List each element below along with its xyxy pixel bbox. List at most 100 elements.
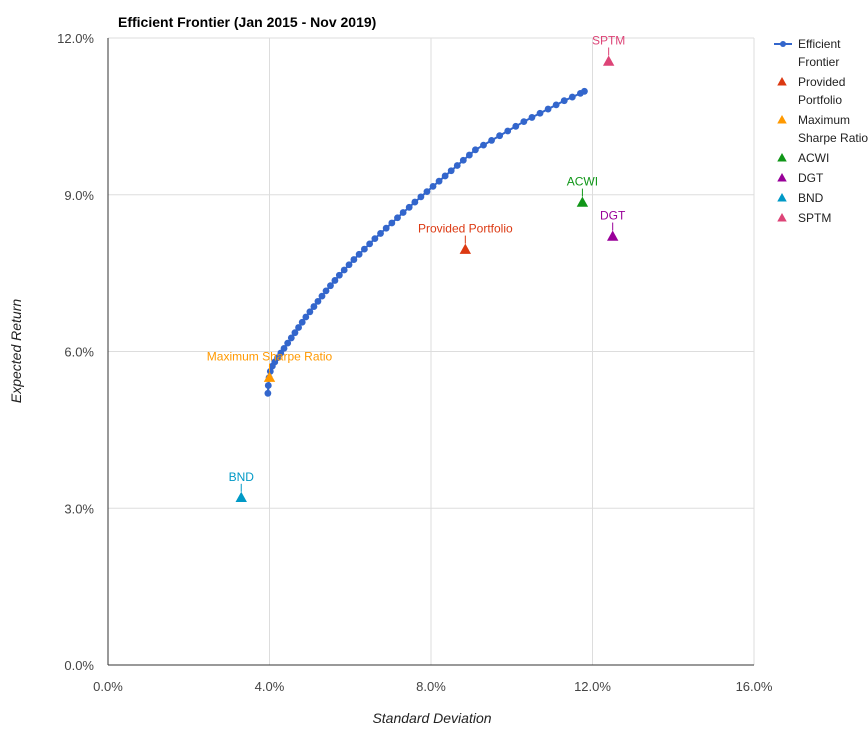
frontier-point [314, 297, 322, 305]
frontier-line [266, 90, 585, 394]
legend-label: Portfolio [798, 93, 842, 107]
frontier-point [350, 256, 358, 263]
legend-label: ACWI [798, 151, 829, 165]
y-tick-label: 6.0% [64, 345, 94, 360]
frontier-point [327, 282, 334, 290]
frontier-point [284, 339, 292, 347]
frontier-point [266, 367, 274, 375]
efficient-frontier-series [264, 87, 588, 397]
y-tick-label: 9.0% [64, 188, 94, 203]
frontier-point [536, 109, 544, 117]
point-maximum-sharpe-ratio [263, 371, 276, 382]
point-label-dgt: DGT [600, 209, 626, 223]
frontier-point [520, 118, 528, 125]
frontier-point [459, 156, 467, 164]
chart-title: Efficient Frontier (Jan 2015 - Nov 2019) [118, 14, 376, 30]
legend-swatch-acwi [777, 153, 787, 162]
frontier-point [488, 137, 495, 144]
legend-swatch-bnd [777, 193, 787, 202]
legend-label: Maximum [798, 113, 850, 127]
y-axis-title: Expected Return [8, 299, 24, 403]
legend-swatch-maximum-sharpe-ratio [777, 115, 787, 124]
frontier-point [371, 235, 379, 243]
legend-swatch-sptm [777, 213, 787, 222]
frontier-point [306, 308, 314, 316]
point-bnd [235, 491, 247, 502]
frontier-point [429, 182, 437, 190]
legend: Efficient Frontier Provided Portfolio Maximu… [774, 37, 868, 225]
frontier-point [310, 303, 318, 310]
legend-label: Sharpe Ratio [798, 131, 868, 145]
frontier-point [411, 198, 419, 206]
frontier-point [512, 122, 520, 130]
x-tick-label: 4.0% [255, 679, 285, 694]
frontier-point [423, 188, 431, 196]
frontier-point [340, 266, 348, 274]
point-label-acwi: ACWI [567, 175, 598, 189]
frontier-point [302, 313, 310, 321]
legend-label: Frontier [798, 55, 839, 69]
frontier-point [453, 162, 461, 169]
frontier-point [366, 240, 374, 248]
frontier-point [405, 203, 413, 211]
x-tick-label: 0.0% [93, 679, 123, 694]
frontier-point [360, 245, 368, 253]
axes: 0.0% 4.0% 8.0% 12.0% 16.0% 0.0% 3.0% 6.0% 9.0% 12… [57, 31, 773, 694]
frontier-point [291, 329, 299, 337]
legend-label: SPTM [798, 211, 831, 225]
frontier-point [504, 127, 512, 135]
point-acwi [576, 196, 589, 207]
frontier-point [264, 382, 272, 389]
frontier-point [295, 324, 302, 331]
frontier-point [581, 87, 588, 95]
y-tick-label: 0.0% [64, 658, 94, 673]
frontier-point [435, 177, 443, 185]
legend-swatch-dgt [777, 173, 787, 182]
frontier-point [382, 224, 390, 232]
frontier-point [465, 151, 473, 159]
point-label-bnd: BND [229, 470, 255, 484]
frontier-point [287, 334, 295, 342]
frontier-point [544, 105, 552, 113]
grid-lines [107, 37, 755, 666]
frontier-point [480, 141, 487, 149]
frontier-point [496, 132, 504, 140]
frontier-point [280, 344, 288, 352]
legend-swatch-frontier-dot [780, 41, 786, 47]
frontier-point [331, 277, 339, 284]
x-tick-label: 8.0% [416, 679, 446, 694]
legend-label: BND [798, 191, 824, 205]
frontier-point [528, 114, 536, 121]
y-tick-label: 3.0% [64, 501, 94, 516]
legend-label: Provided [798, 75, 845, 89]
frontier-point [318, 292, 326, 300]
legend-label: DGT [798, 171, 824, 185]
frontier-point [552, 101, 560, 109]
frontier-point [472, 146, 479, 154]
point-label-maximum-sharpe-ratio: Maximum Sharpe Ratio [207, 350, 333, 364]
frontier-point [355, 250, 363, 258]
legend-swatch-provided-portfolio [777, 77, 787, 86]
point-sptm [602, 55, 615, 66]
frontier-point [345, 261, 353, 269]
y-tick-label: 12.0% [57, 31, 94, 46]
frontier-point [560, 97, 568, 105]
frontier-point [335, 271, 343, 279]
frontier-point [394, 214, 401, 222]
frontier-point [264, 389, 272, 397]
frontier-point [399, 209, 407, 216]
legend-label: Efficient [798, 37, 841, 51]
frontier-point [441, 172, 449, 180]
point-label-sptm: SPTM [592, 34, 625, 48]
x-tick-label: 12.0% [574, 679, 611, 694]
frontier-point [417, 193, 425, 201]
portfolio-points: Provided Portfolio Maximum Sharpe Ratio AC… [207, 34, 626, 502]
point-label-provided-portfolio: Provided Portfolio [418, 222, 513, 236]
frontier-point [388, 219, 396, 227]
point-provided-portfolio [459, 243, 472, 254]
frontier-point [298, 318, 306, 326]
frontier-point [377, 230, 384, 237]
frontier-point [322, 287, 330, 295]
point-dgt [606, 230, 619, 241]
